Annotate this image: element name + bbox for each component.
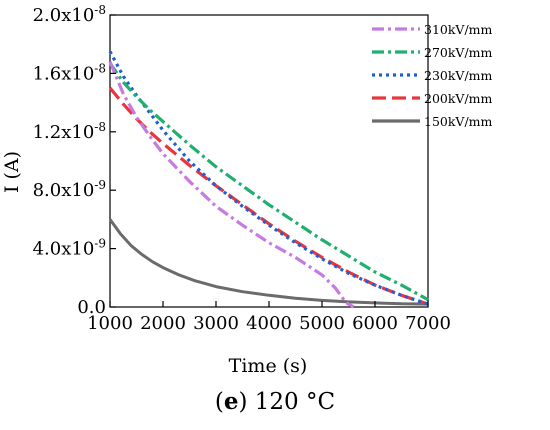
y-axis-title: I (A) [1,151,23,193]
legend-label: 150kV/mm [424,114,493,129]
y-tick-label: 0.0 [77,297,106,318]
x-tick-label: 6000 [352,313,398,334]
legend-label: 270kV/mm [424,45,493,60]
x-axis: 1000 2000 3000 4000 5000 6000 7000 [87,301,451,334]
x-tick-label: 5000 [299,313,345,334]
series-line-270kv-mm [108,62,429,302]
figure-caption: (e) 120 °C [214,388,336,415]
y-tick-label: 2.0x10-8 [33,3,106,26]
legend: 310kV/mm 270kV/mm 230kV/mm 200kV/mm 150kV/mm [372,22,493,129]
series-line-310kv-mm [108,61,355,309]
series-layer [108,50,429,309]
y-tick-label: 8.0x10-9 [33,178,106,201]
x-tick-label: 2000 [140,313,186,334]
caption-text: 120 °C [247,389,336,415]
x-tick-label: 3000 [193,313,239,334]
y-tick-label: 4.0x10-9 [33,237,106,260]
legend-label: 310kV/mm [424,22,493,37]
x-tick-label: 1000 [87,313,133,334]
series-line-150kv-mm [108,218,429,306]
legend-label: 230kV/mm [424,68,493,83]
x-tick-label: 7000 [405,313,451,334]
y-tick-label: 1.6x10-8 [33,61,106,84]
y-axis: 0.0 4.0x10-9 8.0x10-9 1.2x10-8 1.6x10-8 2.0x1… [33,3,116,318]
x-axis-title: Time (s) [229,355,308,377]
caption-letter: e [223,388,239,415]
x-tick-label: 4000 [246,313,292,334]
legend-label: 200kV/mm [424,91,493,106]
y-tick-label: 1.2x10-8 [33,120,106,143]
